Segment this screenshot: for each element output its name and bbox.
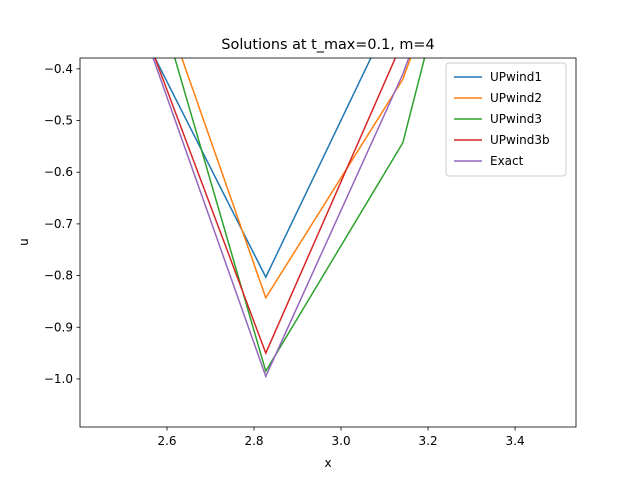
chart-title: Solutions at t_max=0.1, m=4 [221, 37, 434, 53]
y-axis-label: u [17, 238, 31, 246]
series-line [152, 58, 410, 379]
y-tick-label: −1.0 [44, 372, 73, 386]
x-tick-label: 2.8 [244, 434, 263, 448]
x-tick-label: 3.0 [332, 434, 351, 448]
y-tick-label: −0.6 [44, 165, 73, 179]
y-tick-label: −0.8 [44, 269, 73, 283]
legend-label: UPwind2 [490, 91, 542, 105]
x-axis-label: x [324, 456, 331, 470]
plot-area [152, 58, 426, 379]
y-tick-label: −0.5 [44, 114, 73, 128]
series-line [181, 58, 412, 300]
x-tick-label: 3.2 [419, 434, 438, 448]
y-tick-label: −0.9 [44, 320, 73, 334]
legend-label: Exact [490, 154, 524, 168]
legend-label: UPwind1 [490, 70, 542, 84]
y-tick-label: −0.4 [44, 62, 73, 76]
x-tick-label: 2.6 [157, 434, 176, 448]
series-line [174, 58, 426, 374]
series-line [154, 58, 397, 356]
axes-frame [79, 57, 577, 428]
x-tick-label: 3.4 [506, 434, 525, 448]
legend-label: UPwind3 [490, 112, 542, 126]
y-tick-label: −0.7 [44, 217, 73, 231]
series-line [154, 58, 372, 279]
legend-box [445, 62, 567, 177]
legend-label: UPwind3b [490, 133, 550, 147]
